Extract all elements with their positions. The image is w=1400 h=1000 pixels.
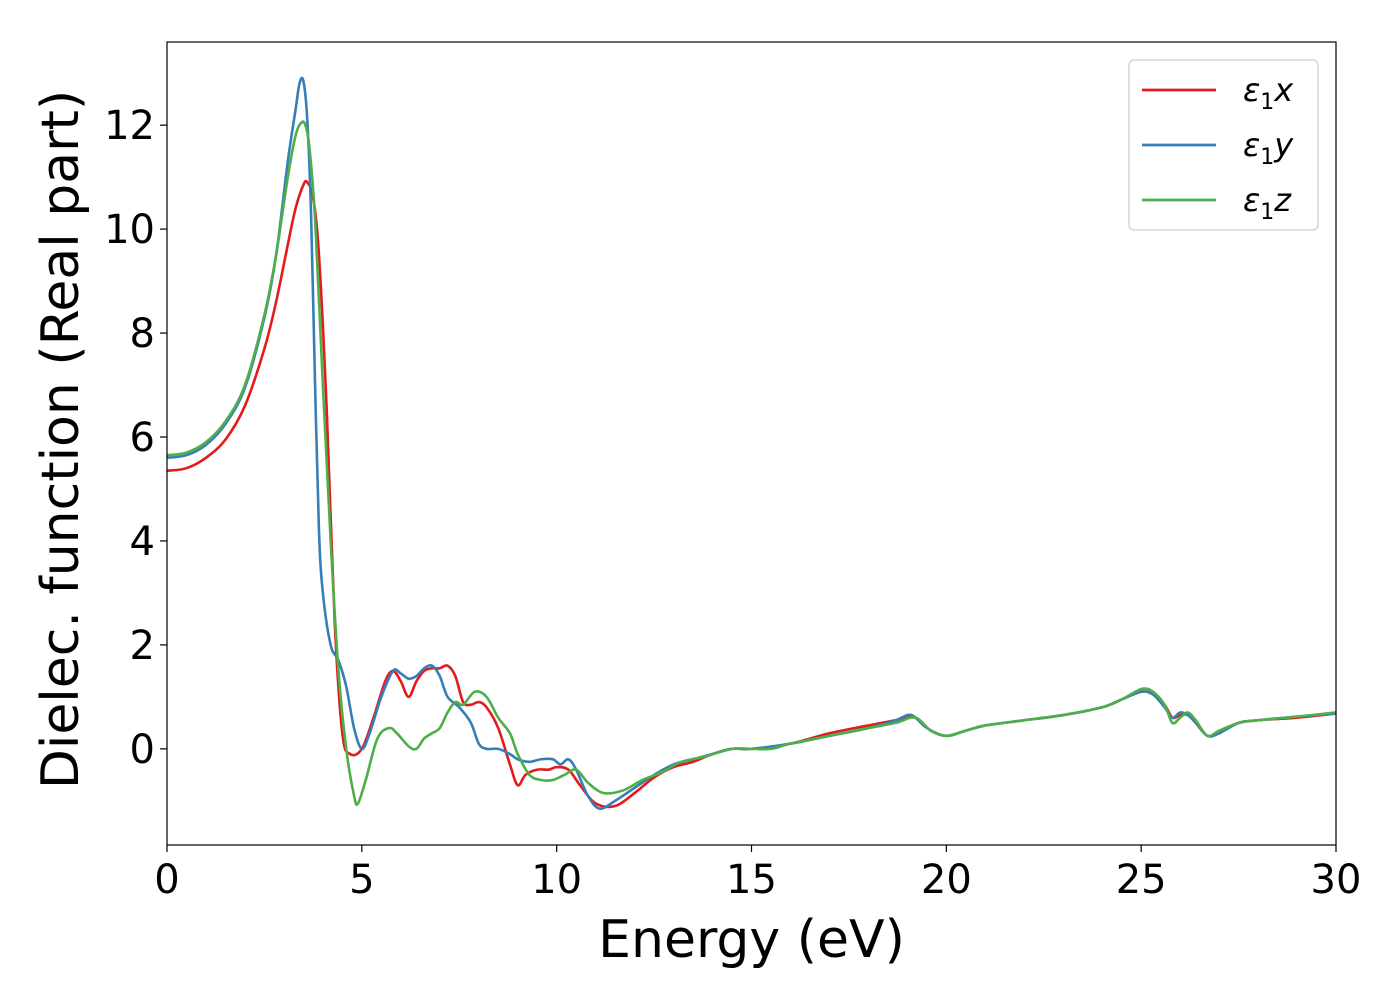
legend-suffix: x	[1273, 71, 1294, 109]
x-axis-label: Energy (eV)	[598, 910, 905, 970]
legend-entry-label: ε1x	[1243, 71, 1294, 115]
x-tick-label: 0	[154, 857, 179, 903]
x-tick-label: 30	[1311, 857, 1362, 903]
x-tick-label: 15	[726, 857, 777, 903]
legend-entry-label: ε1y	[1243, 126, 1294, 170]
y-tick-label: 8	[130, 311, 155, 357]
legend-symbol: ε	[1243, 126, 1260, 164]
x-tick-label: 25	[1116, 857, 1167, 903]
legend-subscript: 1	[1260, 200, 1274, 225]
legend-suffix: z	[1273, 181, 1292, 219]
x-tick-label: 5	[349, 857, 374, 903]
y-tick-label: 6	[130, 415, 155, 461]
y-tick-label: 2	[130, 623, 155, 669]
legend-box	[1128, 59, 1319, 231]
x-tick-label: 20	[921, 857, 972, 903]
legend-symbol: ε	[1243, 181, 1260, 219]
legend-entry-label: ε1z	[1243, 181, 1292, 225]
y-tick-label: 10	[104, 207, 155, 253]
series-line-z	[167, 120, 1336, 806]
y-axis-label: Dielec. function (Real part)	[31, 90, 91, 789]
y-tick-label: 12	[104, 103, 155, 149]
legend-subscript: 1	[1260, 90, 1274, 115]
x-tick-label: 10	[531, 857, 582, 903]
y-tick-label: 4	[130, 519, 155, 565]
legend-symbol: ε	[1243, 71, 1260, 109]
x-axis-ticks: 0 5 10 15 20 25 30	[154, 845, 1361, 903]
y-tick-label: 0	[130, 727, 155, 773]
legend-subscript: 1	[1260, 145, 1274, 170]
legend-suffix: y	[1273, 126, 1294, 164]
y-axis-ticks: 0 2 4 6 8 10 12	[104, 103, 167, 773]
plot-lines	[167, 76, 1336, 810]
